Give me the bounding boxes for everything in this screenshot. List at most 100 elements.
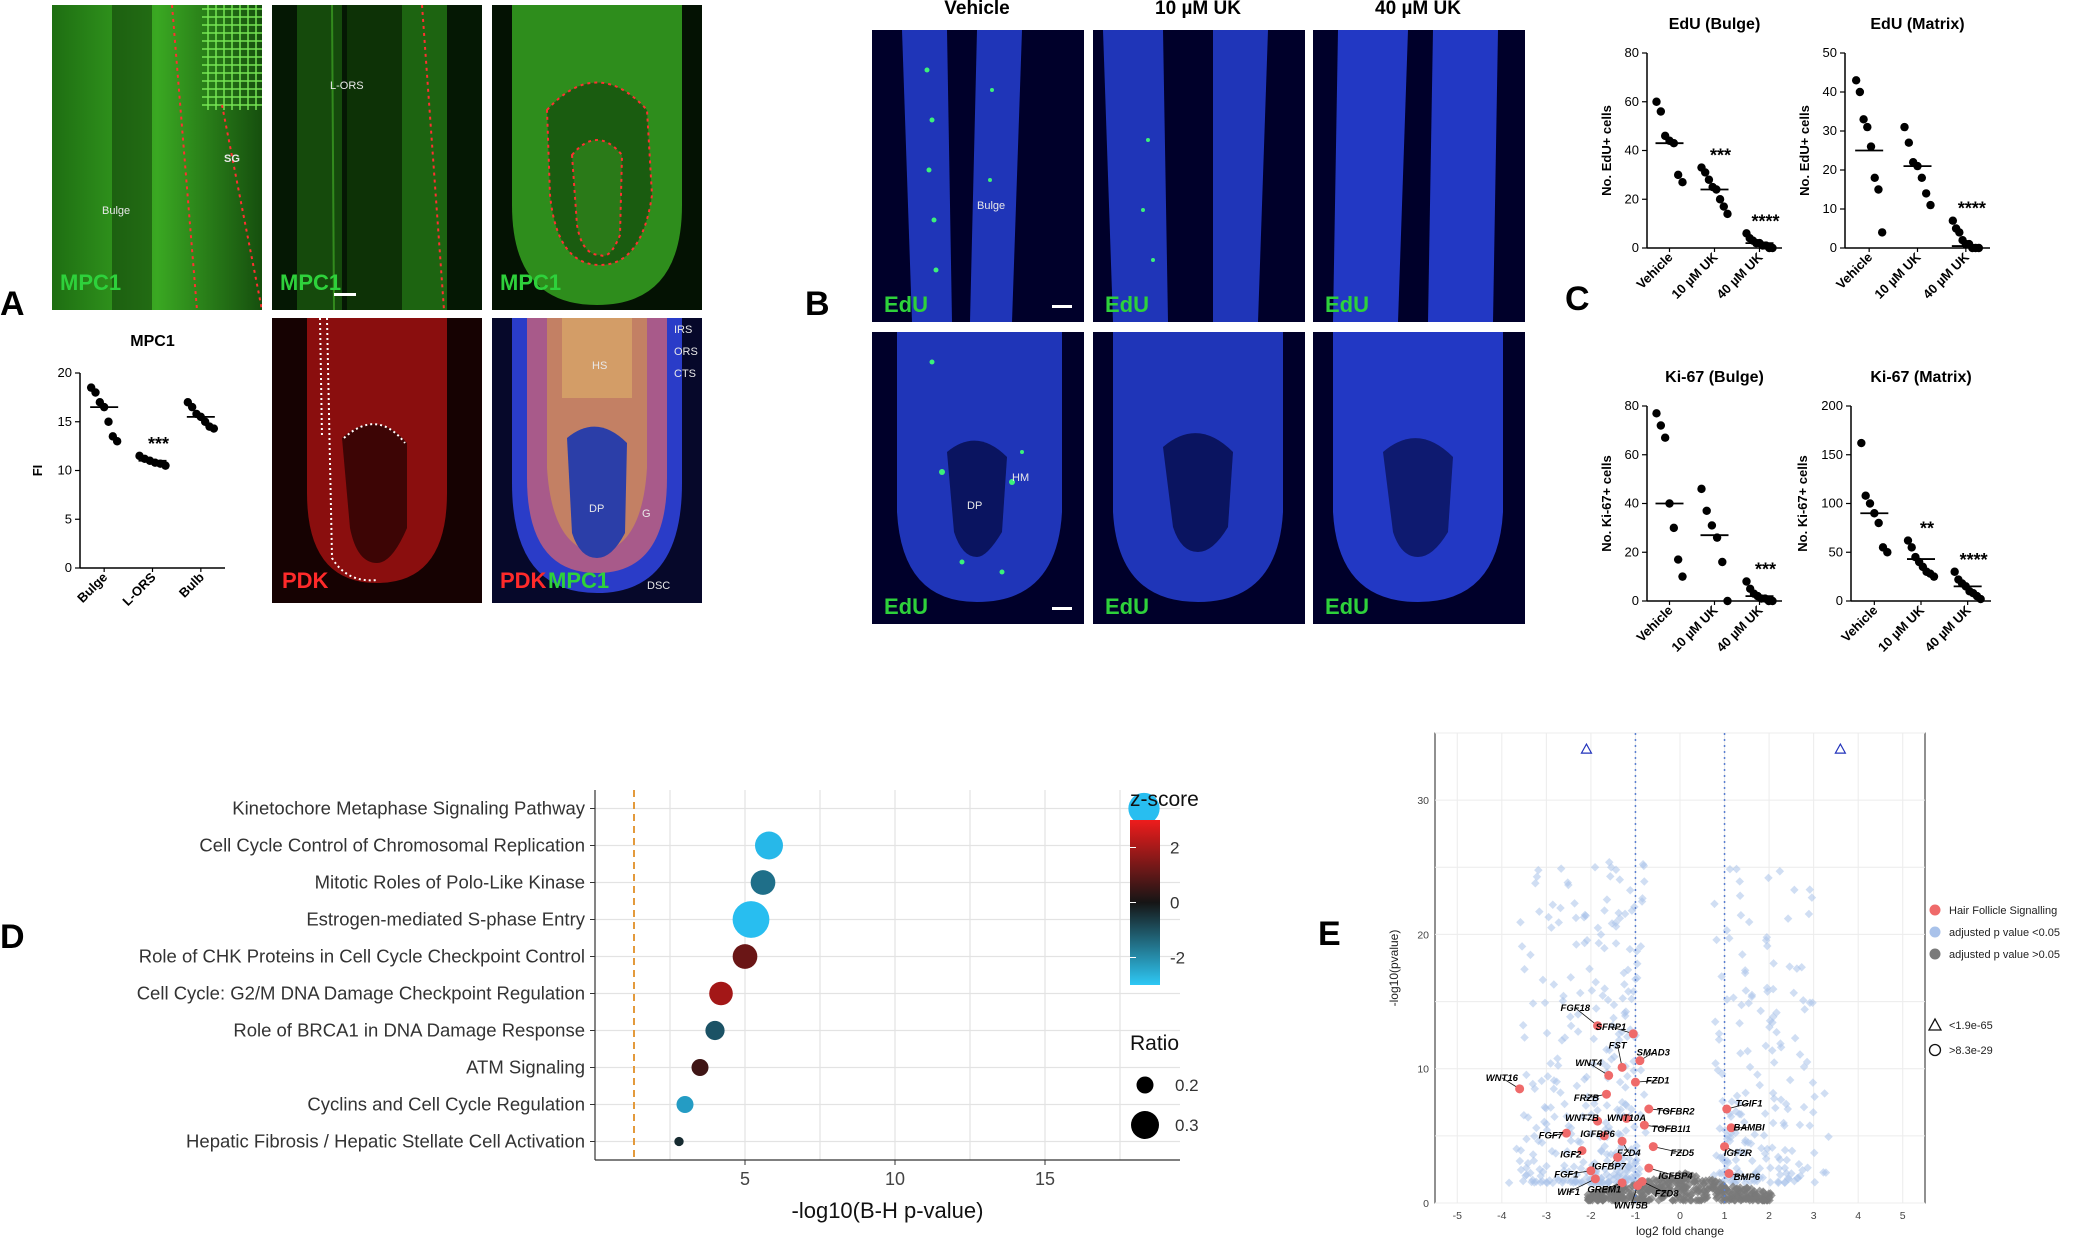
data-point <box>1976 594 1985 604</box>
significant-point <box>1710 1017 1720 1026</box>
data-point <box>1883 548 1892 557</box>
non-significant-point <box>1652 1176 1661 1186</box>
y-tick-label: 80 <box>1625 398 1639 413</box>
micrograph-edu-10um-bulb: EdU <box>1093 332 1305 624</box>
micrograph-mpc1-bulb: MPC1 <box>492 5 702 310</box>
legend-shape <box>1927 1017 1943 1031</box>
size-legend-label: 0.3 <box>1175 1116 1199 1135</box>
x-tick-label: -1 <box>1631 1210 1640 1222</box>
gene-point <box>1726 1123 1736 1133</box>
significant-point <box>1583 1092 1592 1102</box>
pathway-label: Cell Cycle Control of Chromosomal Replic… <box>199 835 585 856</box>
significant-point <box>1729 993 1738 1002</box>
data-point <box>1702 506 1711 516</box>
significant-point <box>1600 906 1609 915</box>
non-significant-point <box>1732 1184 1741 1194</box>
significant-point <box>1549 1084 1559 1094</box>
data-point <box>1859 115 1868 124</box>
data-point <box>209 424 219 433</box>
gene-label: TGIF1 <box>1736 1098 1763 1109</box>
y-tick-label: 20 <box>1823 162 1837 177</box>
y-axis-label: No. Ki-67+ cells <box>1599 455 1614 551</box>
significant-point <box>1736 910 1746 920</box>
chart-title: EdU (Bulge) <box>1669 16 1761 33</box>
scale-bar <box>1052 607 1072 610</box>
gene-label: WNT16 <box>1486 1073 1519 1084</box>
gene-label: FGF1 <box>1554 1169 1578 1180</box>
legend-shape <box>1928 1043 1942 1057</box>
data-point <box>1768 596 1777 606</box>
significant-point <box>1621 1083 1630 1092</box>
truncated-point-marker <box>1834 742 1847 754</box>
x-tick-label: Vehicle <box>1633 603 1675 645</box>
gene-point <box>1648 1142 1658 1152</box>
significant-point <box>1587 1110 1596 1119</box>
gene-label: IGFBP7 <box>1592 1161 1627 1172</box>
gene-point <box>1602 1089 1611 1099</box>
significant-point <box>1571 913 1581 923</box>
significant-point <box>1532 1123 1541 1133</box>
data-point <box>1903 536 1913 545</box>
data-point <box>1660 433 1670 442</box>
gene-label: WNT10A <box>1607 1113 1646 1124</box>
significant-point <box>1783 1104 1793 1114</box>
gene-point <box>1593 1021 1603 1031</box>
significant-point <box>1632 1148 1641 1157</box>
data-point <box>1678 177 1687 187</box>
data-point <box>1857 438 1866 448</box>
data-point <box>1697 484 1706 494</box>
data-point <box>1669 523 1679 533</box>
micro-label-mpc1: MPC1 <box>280 270 342 295</box>
significant-point <box>1761 936 1771 945</box>
gene-label: BMP6 <box>1734 1172 1761 1183</box>
annotation-hs: HS <box>592 360 608 372</box>
data-point <box>1701 168 1710 177</box>
micro-label-edu: EdU <box>1105 292 1149 317</box>
y-tick-label: 0 <box>1632 593 1639 608</box>
x-tick-label: 15 <box>1035 1169 1055 1189</box>
data-point <box>161 461 170 470</box>
legend-marker <box>1929 926 1941 938</box>
gene-point <box>1633 1181 1643 1191</box>
significant-point <box>1615 913 1625 923</box>
y-tick-label: 20 <box>58 365 72 380</box>
micro-label-mpc1: MPC1 <box>548 568 610 593</box>
significant-point <box>1805 1121 1815 1130</box>
micro-label-edu: EdU <box>1105 594 1149 619</box>
data-point <box>1704 175 1714 184</box>
significant-point <box>1589 1099 1599 1108</box>
significant-point <box>1611 918 1620 928</box>
significant-point <box>1639 1090 1649 1099</box>
significant-point <box>1774 1164 1784 1173</box>
annotation-bulge: Bulge <box>102 205 131 217</box>
colorbar-title: z-score <box>1130 788 1199 811</box>
significant-point <box>1550 1112 1559 1121</box>
annotation-lors: L-ORS <box>330 80 364 92</box>
chart-ki67-matrix: Ki-67 (Matrix) 0 50 100 150 200 No. Ki-67+ cel… <box>1795 369 1991 655</box>
x-tick-label: 1 <box>1722 1210 1728 1222</box>
non-significant-point <box>1752 1190 1761 1200</box>
colorbar-tick-label: 2 <box>1170 839 1179 858</box>
significant-point <box>1540 1102 1550 1112</box>
panel-letter-a: A <box>0 285 25 323</box>
non-significant-point <box>1701 1193 1710 1203</box>
micro-label-edu: EdU <box>1325 594 1369 619</box>
chart-title: EdU (Matrix) <box>1870 16 1964 33</box>
data-point <box>1656 421 1666 430</box>
significant-point <box>1636 942 1646 951</box>
truncated-point-marker <box>1580 742 1593 754</box>
y-tick-label: 10 <box>1417 1064 1429 1076</box>
data-point <box>1673 170 1683 180</box>
significant-point <box>1710 899 1719 909</box>
y-tick-label: 0 <box>1830 240 1837 255</box>
significant-point <box>1564 880 1573 890</box>
significant-point <box>1636 1110 1645 1120</box>
panel-letter-d: D <box>0 918 25 956</box>
gene-point <box>1515 1084 1525 1094</box>
micro-label-edu: EdU <box>884 594 928 619</box>
x-tick-label: 10 µM UK <box>1668 249 1721 302</box>
significant-point <box>1767 1046 1777 1055</box>
data-point <box>112 437 122 446</box>
significant-point <box>1611 1041 1620 1050</box>
non-significant-point <box>1693 1187 1703 1197</box>
